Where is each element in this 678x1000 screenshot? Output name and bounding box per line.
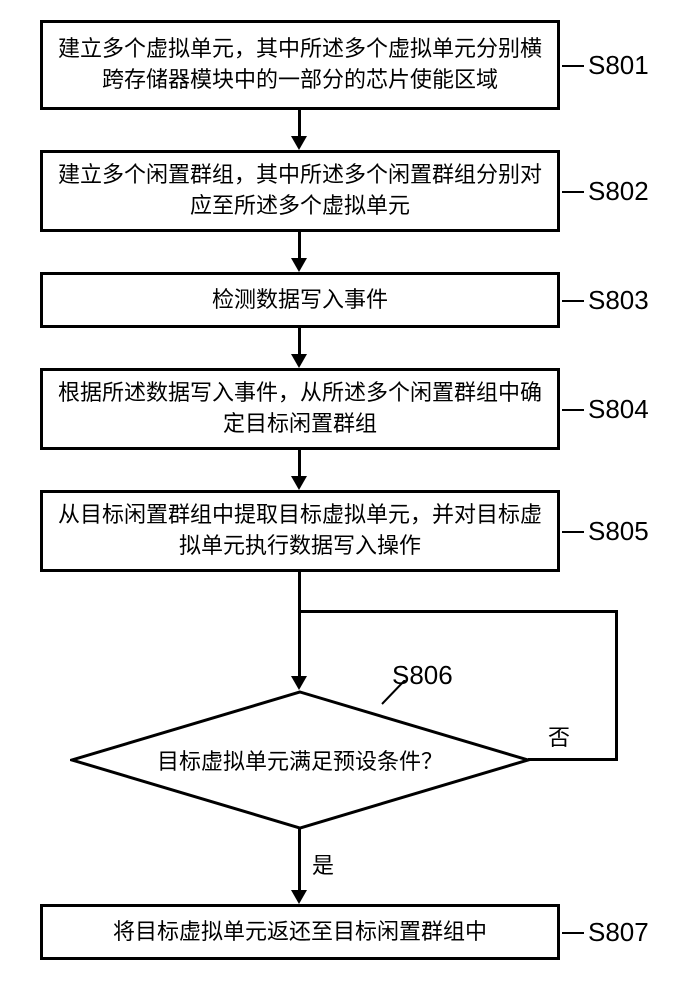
- label-dash: [562, 65, 584, 67]
- arrow-no-v: [615, 612, 618, 761]
- arrow-head: [291, 890, 307, 904]
- step-box-s805: 从目标闲置群组中提取目标虚拟单元，并对目标虚拟单元执行数据写入操作: [40, 490, 560, 572]
- arrow: [298, 612, 301, 678]
- decision-no-label: 否: [548, 720, 570, 752]
- arrow-head: [291, 258, 307, 272]
- step-text: 检测数据写入事件: [212, 285, 388, 316]
- step-box-s801: 建立多个虚拟单元，其中所述多个虚拟单元分别横跨存储器模块中的一部分的芯片使能区域: [40, 20, 560, 110]
- step-text: 根据所述数据写入事件，从所述多个闲置群组中确定目标闲置群组: [55, 378, 545, 440]
- step-box-s803: 检测数据写入事件: [40, 272, 560, 328]
- step-box-s807: 将目标虚拟单元返还至目标闲置群组中: [40, 904, 560, 960]
- arrow-no-h: [528, 758, 618, 761]
- arrow-yes: [298, 828, 301, 892]
- arrow-no-h2: [300, 610, 618, 613]
- decision-yes-label: 是: [312, 848, 334, 880]
- step-label-s804: S804: [588, 394, 649, 425]
- decision-text: 目标虚拟单元满足预设条件？: [70, 744, 530, 776]
- arrow-head: [291, 476, 307, 490]
- decision-leader: [380, 680, 410, 710]
- step-label-s803: S803: [588, 285, 649, 316]
- label-dash: [562, 409, 584, 411]
- step-label-s802: S802: [588, 176, 649, 207]
- arrow: [298, 232, 301, 260]
- step-label-s807: S807: [588, 917, 649, 948]
- flowchart-canvas: 建立多个虚拟单元，其中所述多个虚拟单元分别横跨存储器模块中的一部分的芯片使能区域…: [0, 0, 678, 1000]
- step-text: 建立多个虚拟单元，其中所述多个虚拟单元分别横跨存储器模块中的一部分的芯片使能区域: [55, 34, 545, 96]
- arrow: [298, 450, 301, 478]
- step-box-s802: 建立多个闲置群组，其中所述多个闲置群组分别对应至所述多个虚拟单元: [40, 150, 560, 232]
- arrow: [298, 328, 301, 356]
- step-label-s801: S801: [588, 50, 649, 81]
- step-box-s804: 根据所述数据写入事件，从所述多个闲置群组中确定目标闲置群组: [40, 368, 560, 450]
- label-dash: [562, 300, 584, 302]
- step-text: 从目标闲置群组中提取目标虚拟单元，并对目标虚拟单元执行数据写入操作: [55, 500, 545, 562]
- step-text: 建立多个闲置群组，其中所述多个闲置群组分别对应至所述多个虚拟单元: [55, 160, 545, 222]
- arrow-head: [291, 676, 307, 690]
- label-dash: [562, 932, 584, 934]
- label-dash: [562, 531, 584, 533]
- arrow-head: [291, 354, 307, 368]
- step-text: 将目标虚拟单元返还至目标闲置群组中: [113, 917, 487, 948]
- decision-s806: 目标虚拟单元满足预设条件？: [70, 690, 530, 830]
- arrow: [298, 110, 301, 138]
- step-label-s805: S805: [588, 516, 649, 547]
- label-dash: [562, 191, 584, 193]
- arrow-head: [291, 136, 307, 150]
- arrow: [298, 572, 301, 612]
